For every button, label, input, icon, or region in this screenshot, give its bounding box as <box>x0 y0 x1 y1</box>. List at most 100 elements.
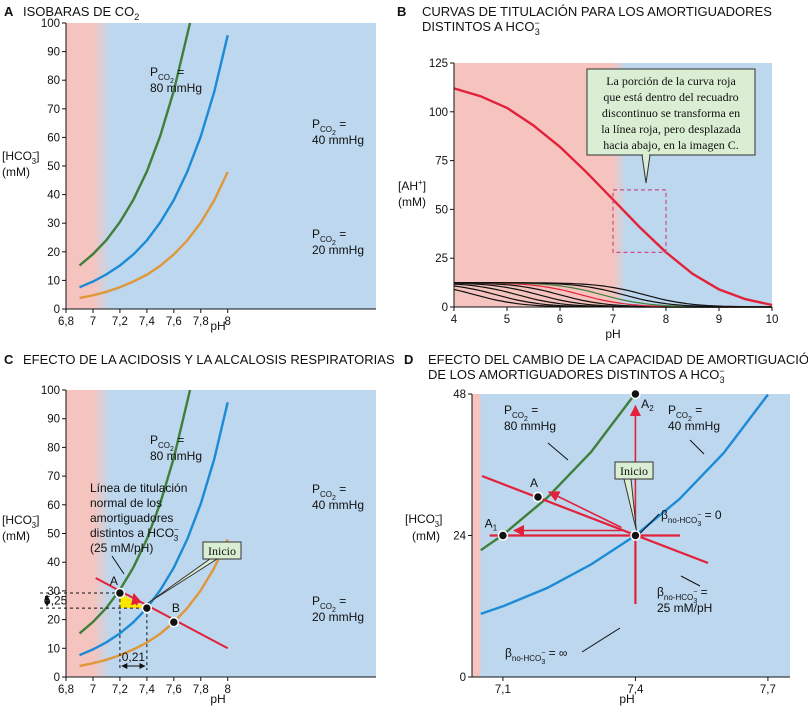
x-tick-label: 7 <box>610 314 616 326</box>
svg-text:[HCO−3]: [HCO− 3] <box>2 512 39 530</box>
y-tick-label: 75 <box>435 156 448 168</box>
panel-B-title-line2: DISTINTOS A HCO− 3 <box>422 18 540 37</box>
panel-D-title-line2: DE LOS AMORTIGUADORES DISTINTOS A HCO− 3 <box>428 366 725 385</box>
x-tick-label: 5 <box>504 314 510 326</box>
y-tick-label: 20 <box>47 615 60 627</box>
buffer-titration-line <box>454 282 772 308</box>
isobar-80-line <box>480 392 637 552</box>
dashed-box <box>612 189 667 253</box>
y-tick-label: 70 <box>47 104 60 116</box>
x-tick-label: 7,6 <box>166 684 182 696</box>
acid-zone <box>66 390 93 677</box>
y-tick-label: 25 <box>435 253 448 265</box>
svg-text:(mM): (mM) <box>2 529 30 543</box>
arrow-to-A <box>547 491 622 529</box>
panel-B-ylabel: [AH+] (mM) <box>398 178 426 209</box>
point-A-label: A <box>530 476 538 490</box>
y-tick-label: 90 <box>47 47 60 59</box>
y-tick-label: 70 <box>47 471 60 483</box>
point-B-label: B <box>172 601 180 615</box>
y-tick-label: 30 <box>47 218 60 230</box>
beta-zero-pointer <box>639 513 660 534</box>
x-tick-label: 7,8 <box>193 316 209 328</box>
point-A <box>114 587 126 599</box>
y-tick-label: 10 <box>47 643 60 655</box>
zone-gradient <box>92 23 111 309</box>
y-tick-label: 60 <box>47 500 60 512</box>
x-tick-label: 7,2 <box>112 316 128 328</box>
alkaline-zone <box>66 390 376 677</box>
isobar-40-line <box>79 35 229 289</box>
isobar-80-line <box>78 22 192 267</box>
svg-text:80 mmHg: 80 mmHg <box>150 449 202 463</box>
x-tick-label: 8 <box>225 684 231 696</box>
x-tick-label: 7,2 <box>112 684 128 696</box>
y-tick-label: 60 <box>47 132 60 144</box>
point-B <box>168 616 180 628</box>
y-tick-label: 50 <box>435 204 448 216</box>
svg-text:80 mmHg: 80 mmHg <box>150 81 202 95</box>
panel-D-ylabel: [HCO− 3] (mM) <box>405 511 442 543</box>
start-callout-box <box>614 461 654 480</box>
shift-arrow <box>131 592 142 606</box>
beta-25-line <box>481 474 709 565</box>
svg-text:20 mmHg: 20 mmHg <box>312 610 364 624</box>
x-tick-label: 7,8 <box>193 684 209 696</box>
x-tick-label: 7 <box>90 684 96 696</box>
x-tick-label: 7 <box>90 316 96 328</box>
svg-text:40 mmHg: 40 mmHg <box>312 133 364 147</box>
panel-A-letter: A <box>4 4 14 19</box>
panel-D-title: EFECTO DEL CAMBIO DE LA CAPACIDAD DE AMO… <box>428 352 808 367</box>
y-tick-label: 50 <box>47 161 60 173</box>
acid-zone-strip <box>472 394 480 677</box>
panel-C-xlabel: pH <box>210 692 225 706</box>
svg-text:(mM): (mM) <box>398 195 426 209</box>
point-A1 <box>497 530 509 541</box>
svg-text:hacia abajo, en la imagen C.: hacia abajo, en la imagen C. <box>603 138 739 152</box>
acid-zone <box>66 23 93 309</box>
x-tick-label: 7,4 <box>627 684 644 696</box>
x-tick-label: 6 <box>557 314 563 326</box>
x-tick-label: 8 <box>663 314 669 326</box>
point-A2 <box>630 388 641 400</box>
panel-A-title: ISOBARAS DE CO2 <box>23 4 139 22</box>
x-tick-label: 7,7 <box>760 684 776 696</box>
x-tick-label: 9 <box>716 314 722 326</box>
x-tick-label: 10 <box>766 314 779 326</box>
isobar-20-line <box>79 538 229 668</box>
red-titration-line <box>453 87 773 307</box>
x-tick-label: 7,4 <box>139 684 156 696</box>
svg-text:25 mM/pH: 25 mM/pH <box>657 601 712 615</box>
svg-text:(25 mM/pH): (25 mM/pH) <box>90 541 153 555</box>
beta-inf-pointer <box>581 627 621 653</box>
delta-x-label: 0,21 <box>122 650 146 664</box>
alkaline-zone <box>66 23 376 309</box>
isobar-40-line <box>480 393 769 616</box>
y-tick-label: 24 <box>453 531 466 543</box>
y-tick-label: 10 <box>47 275 60 287</box>
svg-text:[HCO−3]: [HCO− 3] <box>2 148 39 166</box>
start-callout-text: Inicio <box>208 544 236 558</box>
x-tick-label: 8 <box>225 316 231 328</box>
x-tick-label: 7,6 <box>166 316 182 328</box>
y-tick-label: 40 <box>47 557 60 569</box>
x-tick-label: 7,4 <box>139 316 156 328</box>
panel-B-callout: La porción de la curva roja que está den… <box>586 68 756 184</box>
delta-y-label: 5,25 <box>44 594 68 608</box>
svg-text:[HCO−3]: [HCO− 3] <box>405 511 442 529</box>
svg-text:(mM): (mM) <box>2 165 30 179</box>
y-tick-label: 90 <box>47 414 60 426</box>
panel-A-ylabel: [HCO− 3] (mM) <box>2 148 39 179</box>
panel-D-heading: D EFECTO DEL CAMBIO DE LA CAPACIDAD DE A… <box>404 352 808 385</box>
svg-text:discontinuo se transforma en: discontinuo se transforma en <box>602 106 740 120</box>
y-tick-label: 40 <box>47 190 60 202</box>
beta-25-pointer <box>680 575 701 587</box>
y-tick-label: 50 <box>47 529 60 541</box>
x-tick-label: 6,8 <box>58 684 74 696</box>
y-tick-label: 20 <box>47 247 60 259</box>
y-tick-label: 80 <box>47 75 60 87</box>
svg-text:normal de los: normal de los <box>90 496 162 510</box>
svg-text:la línea roja, pero desplazada: la línea roja, pero desplazada <box>601 122 741 136</box>
